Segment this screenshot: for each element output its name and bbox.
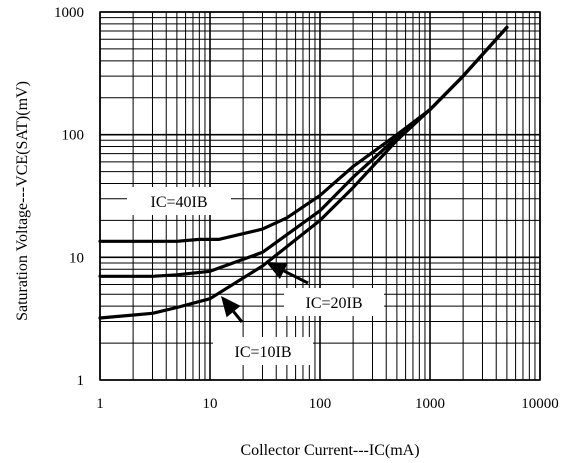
annotation-ic-40ib: IC=40IB [150, 194, 207, 211]
y-tick-label: 1000 [54, 5, 84, 21]
annotation-box-40ib [127, 187, 231, 215]
annotation-arrow-head-10ib [221, 296, 241, 318]
y-tick-label: 10 [69, 250, 84, 266]
annotation-arrow-head-20ib [266, 262, 288, 279]
plot-frame [99, 11, 541, 381]
x-tick-label: 100 [309, 396, 332, 412]
annotation-arrow-line-10ib [232, 310, 244, 323]
annotation-ic-10ib: IC=10IB [234, 344, 291, 361]
x-tick-label: 1000 [415, 396, 445, 412]
x-tick-label: 1 [96, 396, 104, 412]
annotation-ic-20ib: IC=20IB [305, 295, 362, 312]
x-axis-title: Collector Current---IC(mA) [240, 442, 419, 459]
annotation-box-20ib [284, 288, 384, 316]
series-line-ic-10ib [98, 25, 509, 320]
annotation-arrow-line-20ib [283, 269, 309, 285]
series-layer [98, 25, 509, 320]
annotations: IC=40IB IC=20IB IC=10IB [127, 187, 384, 365]
x-tick-label: 10000 [521, 396, 559, 412]
y-tick-label: 100 [62, 128, 85, 144]
x-tick-label: 10 [203, 396, 218, 412]
y-axis-title: Saturation Voltage---VCE(SAT)(mV) [14, 81, 31, 321]
y-tick-labels: 1 10 100 1000 [54, 5, 84, 389]
x-tick-labels: 1 10 100 1000 10000 [96, 396, 559, 412]
y-tick-label: 1 [77, 373, 85, 389]
annotation-box-10ib [213, 337, 313, 365]
